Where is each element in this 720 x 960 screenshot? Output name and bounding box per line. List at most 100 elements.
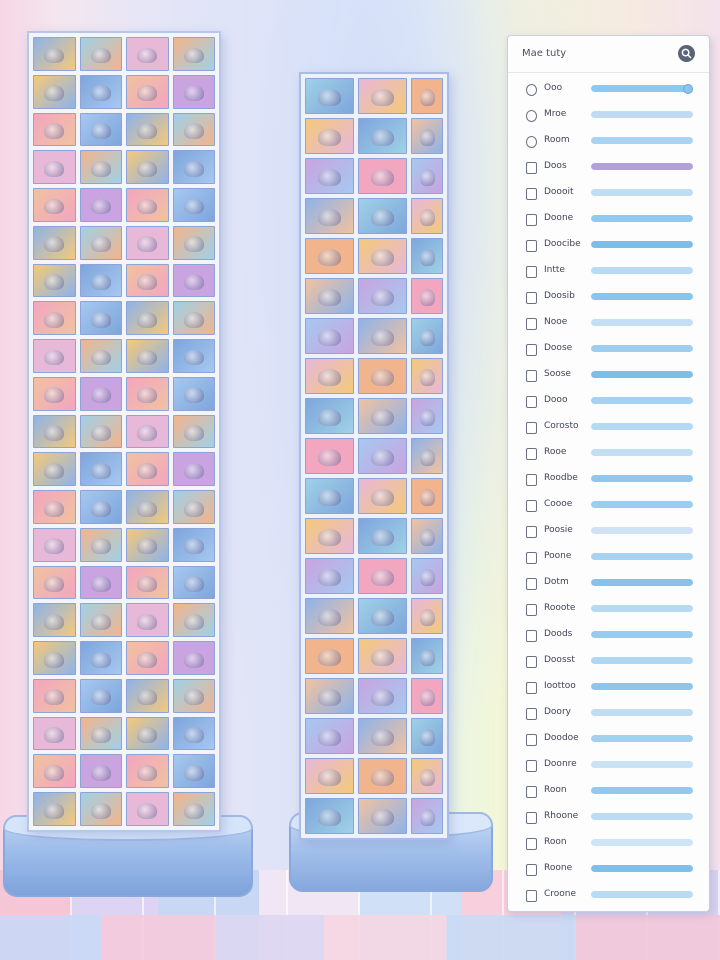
radio-icon[interactable]	[526, 84, 537, 96]
thumbnail-tile[interactable]	[126, 188, 169, 222]
list-item[interactable]: Corosto	[508, 414, 709, 440]
thumbnail-tile[interactable]	[172, 527, 215, 562]
thumbnail-tile[interactable]	[358, 478, 408, 514]
thumbnail-tile[interactable]	[411, 558, 443, 594]
list-item-bar[interactable]	[591, 345, 693, 352]
thumbnail-tile[interactable]	[33, 527, 76, 562]
checkbox-icon[interactable]	[526, 500, 537, 512]
list-item[interactable]: Doooit	[508, 180, 709, 206]
list-item[interactable]: Roon	[508, 778, 709, 804]
list-item-bar[interactable]	[591, 163, 693, 170]
thumbnail-tile[interactable]	[79, 376, 122, 411]
checkbox-icon[interactable]	[526, 604, 537, 616]
list-item[interactable]: Rhoone	[508, 804, 709, 830]
thumbnail-tile[interactable]	[172, 452, 215, 487]
thumbnail-tile[interactable]	[79, 603, 122, 638]
list-item[interactable]: Doone	[508, 206, 709, 232]
list-item-bar[interactable]	[591, 137, 693, 144]
thumbnail-tile[interactable]	[33, 754, 76, 789]
thumbnail-tile[interactable]	[305, 598, 355, 634]
thumbnail-tile[interactable]	[411, 198, 443, 234]
thumbnail-tile[interactable]	[172, 376, 215, 411]
checkbox-icon[interactable]	[526, 838, 537, 850]
thumbnail-tile[interactable]	[79, 792, 122, 826]
list-item[interactable]: Doos	[508, 154, 709, 180]
thumbnail-tile[interactable]	[305, 118, 355, 154]
thumbnail-tile[interactable]	[358, 718, 408, 754]
list-item-bar[interactable]	[591, 631, 693, 638]
thumbnail-tile[interactable]	[79, 112, 122, 147]
list-item[interactable]: Doory	[508, 700, 709, 726]
list-item-bar[interactable]	[591, 111, 693, 118]
thumbnail-tile[interactable]	[411, 598, 443, 634]
list-item[interactable]: Dotm	[508, 570, 709, 596]
thumbnail-tile[interactable]	[358, 198, 408, 234]
list-item-bar[interactable]	[591, 527, 693, 534]
thumbnail-tile[interactable]	[33, 150, 76, 185]
list-item-bar[interactable]	[591, 449, 693, 456]
thumbnail-tile[interactable]	[126, 263, 169, 298]
thumbnail-tile[interactable]	[126, 754, 169, 789]
thumbnail-tile[interactable]	[33, 37, 76, 71]
checkbox-icon[interactable]	[526, 292, 537, 304]
thumbnail-tile[interactable]	[172, 150, 215, 185]
thumbnail-tile[interactable]	[33, 376, 76, 411]
checkbox-icon[interactable]	[526, 422, 537, 434]
list-item-bar[interactable]	[591, 501, 693, 508]
thumbnail-tile[interactable]	[172, 678, 215, 713]
thumbnail-tile[interactable]	[172, 74, 215, 109]
thumbnail-tile[interactable]	[33, 263, 76, 298]
list-item-bar[interactable]	[591, 293, 693, 300]
thumbnail-tile[interactable]	[33, 74, 76, 109]
thumbnail-tile[interactable]	[126, 37, 169, 71]
list-item-bar[interactable]	[591, 553, 693, 560]
list-item[interactable]: Croone	[508, 882, 709, 908]
thumbnail-tile[interactable]	[33, 339, 76, 373]
list-item[interactable]: Ioottoo	[508, 674, 709, 700]
list-item-bar[interactable]	[591, 189, 693, 196]
list-item-bar[interactable]	[591, 839, 693, 846]
list-item-bar[interactable]	[591, 85, 693, 92]
thumbnail-tile[interactable]	[172, 792, 215, 826]
thumbnail-tile[interactable]	[79, 678, 122, 713]
thumbnail-tile[interactable]	[172, 414, 215, 449]
thumbnail-tile[interactable]	[126, 376, 169, 411]
thumbnail-tile[interactable]	[33, 716, 76, 751]
thumbnail-tile[interactable]	[411, 798, 443, 834]
thumbnail-tile[interactable]	[79, 490, 122, 524]
checkbox-icon[interactable]	[526, 448, 537, 460]
checkbox-icon[interactable]	[526, 682, 537, 694]
checkbox-icon[interactable]	[526, 890, 537, 902]
thumbnail-tile[interactable]	[126, 792, 169, 826]
thumbnail-tile[interactable]	[172, 188, 215, 222]
list-item[interactable]: Roon	[508, 830, 709, 856]
thumbnail-tile[interactable]	[79, 339, 122, 373]
thumbnail-tile[interactable]	[172, 490, 215, 524]
thumbnail-tile[interactable]	[358, 158, 408, 194]
thumbnail-tile[interactable]	[126, 74, 169, 109]
thumbnail-tile[interactable]	[305, 558, 355, 594]
list-item[interactable]: Doose	[508, 336, 709, 362]
thumbnail-tile[interactable]	[33, 452, 76, 487]
thumbnail-tile[interactable]	[411, 758, 443, 794]
thumbnail-tile[interactable]	[33, 414, 76, 449]
thumbnail-tile[interactable]	[358, 78, 408, 114]
list-item[interactable]: Poosie	[508, 518, 709, 544]
thumbnail-tile[interactable]	[126, 716, 169, 751]
clock-icon[interactable]	[526, 136, 537, 148]
thumbnail-tile[interactable]	[126, 301, 169, 336]
thumbnail-tile[interactable]	[305, 438, 355, 474]
thumbnail-tile[interactable]	[305, 398, 355, 434]
thumbnail-tile[interactable]	[126, 678, 169, 713]
checkbox-icon[interactable]	[526, 734, 537, 746]
thumbnail-tile[interactable]	[33, 641, 76, 675]
thumbnail-tile[interactable]	[172, 565, 215, 600]
thumbnail-tile[interactable]	[79, 150, 122, 185]
thumbnail-tile[interactable]	[411, 118, 443, 154]
checkbox-icon[interactable]	[526, 396, 537, 408]
thumbnail-tile[interactable]	[305, 358, 355, 394]
thumbnail-tile[interactable]	[411, 278, 443, 314]
thumbnail-tile[interactable]	[305, 758, 355, 794]
thumbnail-tile[interactable]	[358, 598, 408, 634]
thumbnail-tile[interactable]	[79, 301, 122, 336]
